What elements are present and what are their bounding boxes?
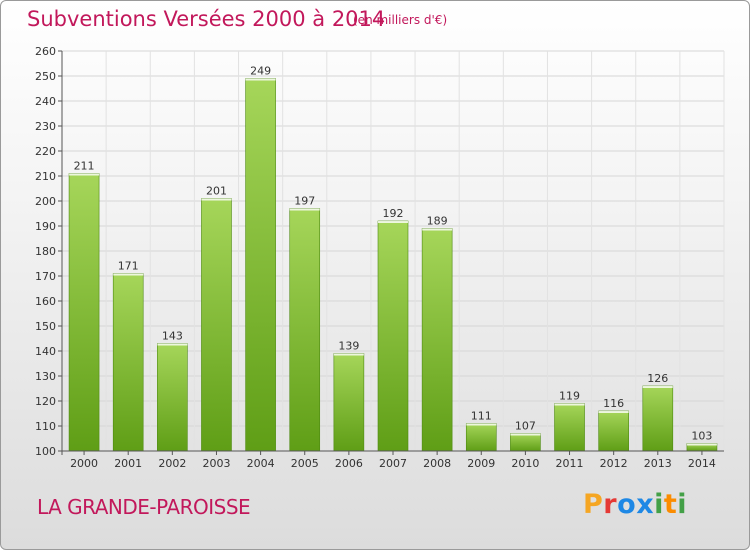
x-tick-label: 2000: [70, 457, 98, 470]
proxiti-logo: Proxiti: [583, 489, 687, 520]
y-tick-label: 250: [35, 70, 56, 83]
y-tick-label: 200: [35, 195, 56, 208]
x-tick-label: 2003: [202, 457, 230, 470]
bar-2005: [289, 208, 321, 452]
bar-2013: [642, 385, 674, 452]
logo-letter: i: [654, 489, 664, 520]
bar-2004: [245, 78, 276, 452]
y-tick-label: 150: [35, 320, 56, 333]
x-tick-label: 2001: [114, 457, 142, 470]
y-tick-label: 100: [35, 445, 56, 458]
data-label: 139: [338, 340, 359, 353]
location-name: LA GRANDE-PAROISSE: [37, 495, 251, 519]
data-labels: 211 171 143 201 249 197 139 192 189 111 107 119 116 1…: [74, 65, 713, 443]
x-tick-label: 2011: [556, 457, 584, 470]
bar-2008: [421, 228, 453, 452]
y-tick-label: 120: [35, 395, 56, 408]
x-tick-label: 2005: [291, 457, 319, 470]
chart-title: Subventions Versées 2000 à 2014: [27, 7, 386, 31]
bar-2007: [377, 220, 409, 452]
x-tick-label: 2004: [247, 457, 275, 470]
bars: [68, 78, 718, 452]
x-tick-label: 2013: [644, 457, 672, 470]
data-label: 107: [515, 420, 536, 433]
bar-2010: [510, 433, 541, 452]
bar-2012: [598, 410, 629, 452]
x-tick-label: 2002: [158, 457, 186, 470]
bar-2006: [333, 353, 365, 452]
data-label: 126: [647, 372, 668, 385]
x-tick-label: 2012: [600, 457, 628, 470]
x-tick-label: 2006: [335, 457, 363, 470]
data-label: 189: [427, 215, 448, 228]
x-tick-label: 2008: [423, 457, 451, 470]
bar-2009: [465, 423, 497, 452]
x-tick-label: 2010: [511, 457, 539, 470]
bar-2003: [201, 198, 232, 452]
y-tick-label: 220: [35, 145, 56, 158]
y-tick-label: 140: [35, 345, 56, 358]
y-tick-label: 110: [35, 420, 56, 433]
data-label: 249: [250, 65, 271, 78]
bar-2000: [68, 173, 100, 452]
data-label: 201: [206, 185, 227, 198]
logo-letter: P: [583, 489, 604, 520]
data-label: 111: [471, 410, 492, 423]
data-label: 143: [162, 330, 183, 343]
bar-2002: [157, 343, 188, 452]
y-tick-label: 190: [35, 220, 56, 233]
data-label: 192: [383, 207, 404, 220]
logo-letter: i: [677, 489, 688, 520]
logo-letter: o: [617, 489, 637, 520]
y-tick-label: 170: [35, 270, 56, 283]
data-label: 116: [603, 397, 624, 410]
bar-2001: [112, 273, 144, 452]
y-tick-label: 180: [35, 245, 56, 258]
y-tick-label: 210: [35, 170, 56, 183]
y-tick-label: 130: [35, 370, 56, 383]
y-tick-label: 230: [35, 120, 56, 133]
chart-subtitle: (en milliers d'€): [353, 13, 448, 27]
data-label: 103: [691, 430, 712, 443]
logo-letter: x: [636, 489, 655, 520]
bar-2011: [554, 403, 585, 452]
x-tick-label: 2014: [688, 457, 716, 470]
data-label: 171: [118, 260, 139, 273]
y-tick-label: 160: [35, 295, 56, 308]
data-label: 197: [294, 195, 315, 208]
x-tick-label: 2007: [379, 457, 407, 470]
data-label: 211: [74, 160, 95, 173]
y-tick-label: 240: [35, 95, 56, 108]
logo-letter: t: [663, 489, 678, 520]
axes: 100 110 120 130 140 150 160 170 180 190 200 210 220 2…: [35, 45, 724, 470]
data-label: 119: [559, 390, 580, 403]
logo-letter: r: [603, 489, 618, 520]
y-tick-label: 260: [35, 45, 56, 58]
x-tick-label: 2009: [467, 457, 495, 470]
